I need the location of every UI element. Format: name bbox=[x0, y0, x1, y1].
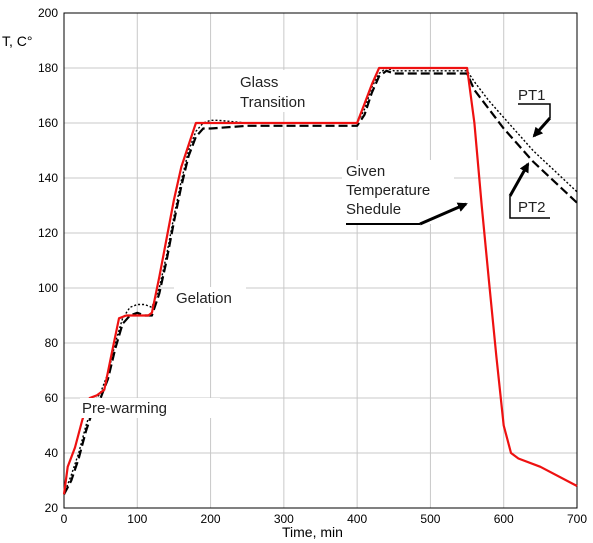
given-label: Given Temperature Shedule bbox=[346, 163, 434, 218]
pt1-label: PT1 bbox=[518, 87, 546, 104]
y-tick-label-0: 20 bbox=[45, 501, 59, 515]
given-label-bg bbox=[342, 160, 454, 224]
pt1-arrow bbox=[532, 117, 552, 138]
x-axis-label: Time, min bbox=[282, 524, 343, 540]
x-tick-label-0: 0 bbox=[61, 512, 68, 526]
pt2-label: PT2 bbox=[518, 199, 546, 216]
y-tick-label-4: 100 bbox=[38, 281, 58, 295]
y-tick-label-5: 120 bbox=[38, 226, 58, 240]
pt2-bracket bbox=[509, 214, 550, 219]
plot-frame bbox=[63, 12, 578, 509]
y-tick-label-2: 60 bbox=[45, 391, 59, 405]
x-tick-label-6: 600 bbox=[494, 512, 514, 526]
y-tick-label-9: 200 bbox=[38, 6, 58, 20]
x-tick-label-7: 700 bbox=[567, 512, 587, 526]
glass-transition-text2: Transition bbox=[240, 94, 305, 111]
y-tick-label-7: 160 bbox=[38, 116, 58, 130]
x-tick-label-5: 500 bbox=[420, 512, 440, 526]
pt2-arrow bbox=[508, 162, 530, 197]
prewarming-label: Pre-warming bbox=[82, 400, 167, 417]
glass-label-bg bbox=[238, 70, 326, 112]
gelation-label-bg bbox=[174, 287, 246, 307]
glass-transition-text: Glass bbox=[240, 74, 278, 91]
y-axis-label: T, C° bbox=[2, 33, 33, 49]
given-line3: Shedule bbox=[346, 201, 401, 218]
series-line-pt2 bbox=[63, 69, 578, 495]
series-line-given-temperature-shedule bbox=[62, 66, 578, 495]
gelation-label: Gelation bbox=[176, 290, 232, 307]
series-layer bbox=[62, 66, 578, 495]
given-arrow bbox=[419, 202, 468, 226]
given-line1: Given bbox=[346, 163, 385, 180]
pt1-bracket bbox=[518, 103, 551, 118]
y-tick-label-8: 180 bbox=[38, 61, 58, 75]
annotations: Glass Transition Gelation Pre-warming Gi… bbox=[80, 70, 554, 418]
given-line2: Temperature bbox=[346, 182, 430, 199]
glass-transition-label: Glass Transition bbox=[240, 74, 305, 111]
x-tick-label-1: 100 bbox=[127, 512, 147, 526]
x-tick-label-2: 200 bbox=[201, 512, 221, 526]
series-line-pt1 bbox=[63, 67, 578, 495]
pt1-label-bg bbox=[514, 84, 554, 104]
y-tick-labels: 20 40 60 80 100 120 140 160 180 200 bbox=[38, 6, 58, 515]
y-tick-label-3: 80 bbox=[45, 336, 59, 350]
x-tick-labels: 0 100 200 300 400 500 600 700 bbox=[61, 512, 588, 526]
x-tick-label-4: 400 bbox=[347, 512, 367, 526]
pt2-label-bg bbox=[512, 196, 554, 218]
y-tick-label-6: 140 bbox=[38, 171, 58, 185]
x-tick-label-3: 300 bbox=[274, 512, 294, 526]
prewarm-label-bg bbox=[80, 398, 220, 418]
y-tick-label-1: 40 bbox=[45, 446, 59, 460]
